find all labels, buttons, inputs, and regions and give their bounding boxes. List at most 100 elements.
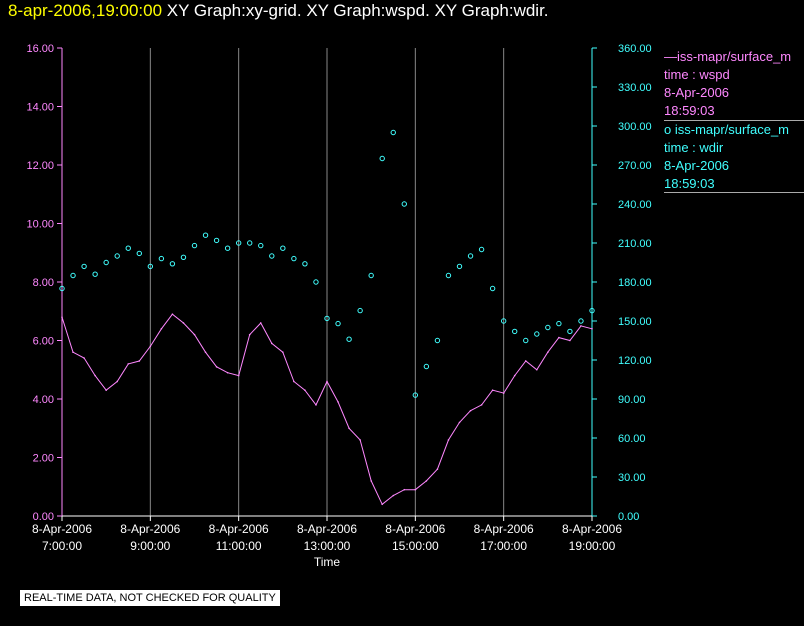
wdir-point xyxy=(434,337,441,344)
wspd-point xyxy=(547,351,549,354)
wspd-point xyxy=(259,322,262,324)
wspd-point xyxy=(270,342,273,345)
wdir-point xyxy=(158,255,165,262)
wspd-point xyxy=(502,392,505,394)
wdir-point xyxy=(423,363,430,370)
y-right-tick-label: 300.00 xyxy=(618,121,652,133)
x-tick-time-label: 11:00:00 xyxy=(216,539,262,553)
wspd-point xyxy=(414,488,417,491)
wdir-point xyxy=(258,242,264,249)
x-tick-date-label: 8-Apr-2006 xyxy=(209,522,269,536)
wspd-point xyxy=(425,480,428,482)
wdir-point xyxy=(136,250,142,257)
wspd-point xyxy=(138,360,141,362)
wdir-point xyxy=(556,320,562,327)
legend-wspd-series: time : wspd xyxy=(664,67,730,82)
wspd-point xyxy=(591,328,593,330)
wspd-point xyxy=(215,366,218,368)
legend-wdir-circle-icon: o xyxy=(664,122,672,137)
wspd-point xyxy=(480,404,483,406)
wspd-point xyxy=(171,313,174,315)
x-tick-time-label: 7:00:00 xyxy=(42,539,82,553)
wdir-point xyxy=(379,155,385,162)
legend-bottom-divider xyxy=(664,192,804,193)
wspd-point xyxy=(94,374,96,377)
wdir-point xyxy=(489,285,496,292)
wdir-point xyxy=(567,328,573,335)
legend-wdir-label: iss-mapr/surface_m xyxy=(674,122,789,137)
y-right-tick-label: 0.00 xyxy=(618,511,639,523)
legend-wspd-time: 18:59:03 xyxy=(664,103,715,118)
wspd-point xyxy=(149,345,152,348)
wspd-point xyxy=(116,380,119,383)
wspd-point xyxy=(403,488,406,491)
x-tick-time-label: 9:00:00 xyxy=(130,539,170,553)
legend-wspd-label: iss-mapr/surface_m xyxy=(677,49,792,64)
wspd-point xyxy=(326,380,328,383)
wdir-point xyxy=(512,328,518,335)
wspd-point xyxy=(569,339,571,342)
legend-entry-wspd: —iss-mapr/surface_m time : wspd 8-Apr-20… xyxy=(664,48,804,120)
legend-wdir-label-row: o iss-mapr/surface_m xyxy=(664,121,804,139)
wspd-point xyxy=(513,374,516,377)
wdir-point xyxy=(202,232,209,238)
wspd-point xyxy=(458,421,461,424)
wdir-point xyxy=(59,285,65,292)
wdir-point xyxy=(500,318,507,324)
wspd-point xyxy=(193,333,196,336)
x-tick-date-label: 8-Apr-2006 xyxy=(562,522,622,536)
legend-wspd-label-row: —iss-mapr/surface_m xyxy=(664,48,804,66)
wdir-point xyxy=(357,307,363,314)
legend-wspd-line-icon: — xyxy=(664,49,677,64)
y-left-tick-label: 12.00 xyxy=(26,160,54,172)
legend-entry-wdir: o iss-mapr/surface_m time : wdir 8-Apr-2… xyxy=(664,121,804,193)
wdir-point xyxy=(456,263,463,270)
wspd-point xyxy=(72,351,74,354)
wspd-point xyxy=(370,480,372,482)
wspd-point xyxy=(226,371,229,374)
quality-note: REAL-TIME DATA, NOT CHECKED FOR QUALITY xyxy=(20,590,280,606)
wdir-point xyxy=(335,320,341,327)
x-tick-date-label: 8-Apr-2006 xyxy=(32,522,92,536)
legend-wdir-time: 18:59:03 xyxy=(664,176,715,191)
wspd-point xyxy=(337,401,339,403)
wdir-point xyxy=(235,240,242,246)
wdir-point xyxy=(578,318,584,324)
wdir-point xyxy=(269,253,275,259)
wdir-point xyxy=(589,307,595,314)
y-left-tick-label: 16.00 xyxy=(26,43,54,55)
y-right-tick-label: 180.00 xyxy=(618,277,652,289)
wdir-point xyxy=(302,261,308,267)
legend-wdir-date: 8-Apr-2006 xyxy=(664,158,730,173)
y-right-tick-label: 240.00 xyxy=(618,199,652,211)
wdir-point xyxy=(70,272,76,279)
title-bar: 8-apr-2006,19:00:00 XY Graph:xy-grid. XY… xyxy=(8,1,549,21)
y-left-tick-label: 14.00 xyxy=(26,102,54,114)
x-tick-date-label: 8-Apr-2006 xyxy=(297,522,357,536)
wspd-point xyxy=(61,316,63,318)
x-axis-title: Time xyxy=(314,555,341,569)
y-left-tick-label: 6.00 xyxy=(33,336,54,348)
wspd-point xyxy=(293,380,295,383)
wdir-point xyxy=(81,263,87,270)
x-tick-date-label: 8-Apr-2006 xyxy=(385,522,445,536)
y-right-tick-label: 210.00 xyxy=(618,238,652,250)
y-right-tick-label: 60.00 xyxy=(618,433,646,445)
y-left-tick-label: 10.00 xyxy=(26,219,54,231)
wdir-point xyxy=(545,324,551,331)
legend-wspd-date: 8-Apr-2006 xyxy=(664,85,730,100)
wdir-point xyxy=(467,253,474,259)
wspd-point xyxy=(436,468,439,471)
legend-divider xyxy=(664,120,804,121)
wspd-point xyxy=(491,389,494,392)
y-right-tick-label: 330.00 xyxy=(618,82,652,94)
title-timestamp: 8-apr-2006,19:00:00 xyxy=(8,1,163,20)
wdir-point xyxy=(213,237,220,244)
wspd-point xyxy=(558,336,560,339)
wspd-point xyxy=(359,439,361,441)
wspd-point xyxy=(127,363,130,365)
wspd-point xyxy=(381,503,384,506)
wdir-point xyxy=(247,240,253,246)
wspd-point xyxy=(182,322,185,324)
wdir-point xyxy=(114,253,120,259)
